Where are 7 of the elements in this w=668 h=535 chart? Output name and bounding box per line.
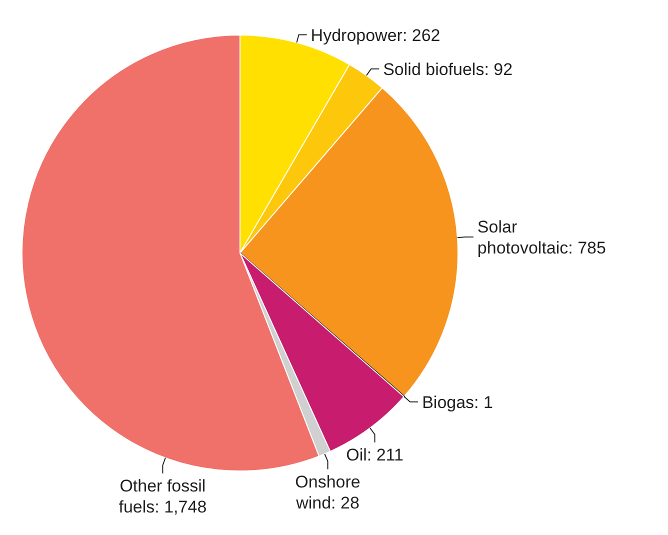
slice-label: Solid biofuels: 92 <box>383 60 513 79</box>
slice-label: Solar photovoltaic: 785 <box>477 218 606 258</box>
slice-label: Hydropower: 262 <box>310 26 440 45</box>
slice-label: Onshore wind: 28 <box>295 472 360 512</box>
slice-label: Biogas: 1 <box>422 392 493 412</box>
slice-label: Other fossil fuels: 1,748 <box>118 476 207 516</box>
slice-label: Oil: 211 <box>346 445 404 464</box>
